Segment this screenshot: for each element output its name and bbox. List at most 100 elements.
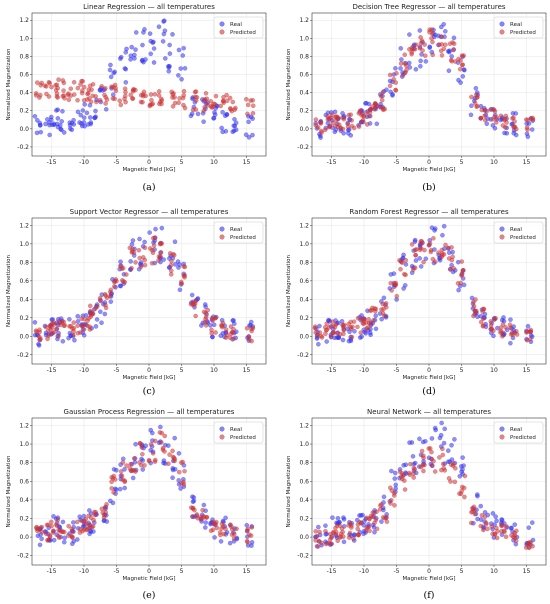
predicted-point: [66, 523, 71, 529]
predicted-point: [249, 525, 255, 530]
real-point: [60, 109, 65, 114]
predicted-point: [224, 332, 230, 338]
predicted-point: [221, 531, 227, 537]
data-points: [313, 22, 536, 140]
y-tick-label: -0.2: [297, 553, 309, 560]
predicted-point: [228, 324, 234, 329]
y-tick-label: 1.0: [299, 441, 309, 448]
predicted-point: [418, 239, 424, 244]
predicted-point: [384, 305, 389, 310]
predicted-point: [512, 119, 517, 124]
real-point: [392, 470, 398, 476]
x-tick-label: 0: [427, 367, 431, 374]
real-point: [363, 331, 369, 336]
predicted-point: [133, 260, 138, 265]
predicted-point: [136, 247, 142, 253]
real-point: [482, 510, 488, 515]
real-point: [39, 536, 44, 542]
predicted-point: [409, 242, 415, 247]
real-point: [118, 259, 123, 265]
predicted-point: [168, 268, 174, 273]
real-point: [81, 333, 87, 338]
x-tick-label: 5: [180, 159, 184, 166]
y-tick-label: 0.8: [299, 259, 309, 266]
predicted-point: [413, 247, 418, 253]
real-point: [401, 252, 406, 258]
real-point: [124, 46, 129, 52]
predicted-point: [367, 528, 372, 534]
real-point: [70, 541, 75, 546]
real-point: [84, 110, 90, 116]
predicted-point: [152, 457, 158, 463]
y-tick-label: -0.2: [17, 553, 29, 560]
predicted-point: [230, 99, 236, 105]
predicted-point: [313, 529, 318, 534]
real-point: [75, 313, 81, 319]
predicted-point: [313, 330, 318, 335]
real-point: [452, 437, 457, 442]
predicted-point: [158, 250, 164, 255]
predicted-point: [68, 93, 74, 98]
x-tick-label: 0: [147, 159, 151, 166]
y-tick-label: 0.2: [19, 315, 29, 322]
predicted-point: [471, 313, 476, 319]
predicted-point: [526, 540, 532, 546]
predicted-point: [421, 259, 426, 265]
real-point: [176, 451, 182, 456]
real-point: [248, 114, 254, 120]
real-point: [323, 523, 328, 528]
subfigure-caption: (f): [424, 590, 435, 601]
real-point: [525, 134, 531, 139]
predicted-point: [530, 544, 535, 549]
real-point: [32, 114, 38, 119]
predicted-point: [55, 517, 61, 522]
predicted-point: [210, 527, 216, 533]
real-point: [122, 467, 127, 472]
plot-frame: [31, 217, 267, 365]
real-point: [512, 522, 518, 527]
predicted-point: [80, 79, 85, 84]
predicted-point: [118, 469, 124, 474]
predicted-point: [427, 241, 433, 246]
predicted-point: [439, 53, 445, 58]
predicted-point: [338, 531, 344, 537]
predicted-point: [380, 311, 386, 316]
predicted-point: [351, 319, 357, 324]
predicted-point: [124, 463, 129, 468]
real-point: [399, 57, 404, 62]
predicted-point: [88, 515, 94, 521]
predicted-point: [108, 287, 114, 293]
real-point: [132, 52, 137, 58]
real-point: [118, 54, 124, 60]
predicted-point: [429, 456, 434, 462]
predicted-point: [176, 469, 182, 475]
predicted-point: [427, 446, 433, 451]
predicted-point: [347, 530, 353, 536]
predicted-point: [152, 92, 158, 97]
predicted-point: [88, 312, 94, 318]
predicted-point: [170, 454, 176, 460]
predicted-point: [224, 92, 229, 98]
y-tick-label: 0.0: [19, 534, 29, 541]
real-point: [341, 539, 347, 545]
predicted-point: [330, 319, 335, 324]
real-point: [502, 130, 507, 136]
real-point: [167, 51, 173, 56]
y-tick-label: 0.2: [299, 108, 309, 115]
predicted-point: [409, 50, 414, 55]
predicted-point: [461, 485, 467, 491]
predicted-point: [527, 329, 533, 335]
predicted-point: [214, 519, 219, 525]
legend-marker: [219, 234, 225, 240]
real-point: [446, 68, 452, 73]
predicted-point: [148, 92, 154, 97]
predicted-point: [61, 88, 66, 93]
predicted-point: [38, 83, 43, 88]
real-point: [81, 115, 87, 120]
real-point: [332, 129, 338, 135]
x-tick-label: 10: [210, 367, 218, 374]
real-point: [108, 74, 114, 80]
subfigure-caption: (b): [422, 182, 436, 193]
real-point: [388, 272, 394, 277]
predicted-point: [137, 255, 142, 261]
